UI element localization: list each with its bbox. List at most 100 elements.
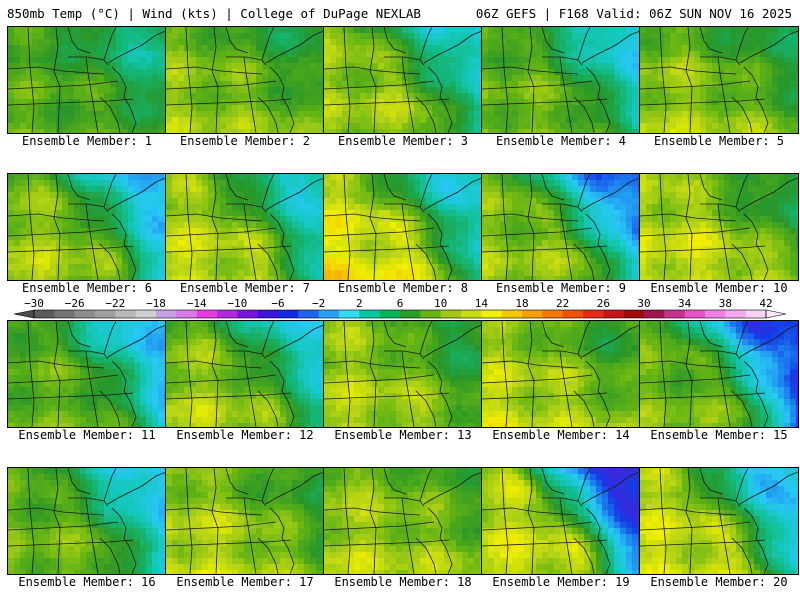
ensemble-member-label: Ensemble Member: 8 [337,281,469,295]
colorbar-swatch [135,310,157,318]
temperature-map [640,27,798,133]
colorbar-tick-label: 14 [475,298,489,310]
colorbar-max-arrow [765,309,787,319]
colorbar-swatch [522,310,543,318]
map-panel [481,173,641,281]
state-borders [8,468,166,574]
colorbar-tick-label: −30 [24,298,44,310]
temperature-map [324,321,482,427]
state-borders [640,321,798,427]
temperature-map [8,321,166,427]
colorbar-swatch [420,310,441,318]
state-borders [166,321,324,427]
temperature-map [8,27,166,133]
colorbar-swatch [339,310,360,318]
state-borders [8,174,166,280]
ensemble-member-label: Ensemble Member: 3 [337,134,469,148]
state-borders [8,27,166,133]
colorbar-swatch [359,310,380,318]
map-panel [165,467,325,575]
state-borders [482,174,640,280]
map-panel [323,467,483,575]
temperature-colorbar: −30 −26 −22 −18 −14 −10 −6 −2 2 6 10 14 18 22 26 30 34 38… [13,298,787,319]
state-borders [8,321,166,427]
colorbar-swatch [318,310,340,318]
colorbar-tick-label: −22 [105,298,125,310]
temperature-map [640,321,798,427]
colorbar-swatch [603,310,624,318]
colorbar-tick-label: −10 [227,298,247,310]
colorbar-swatch [583,310,604,318]
ensemble-member-label: Ensemble Member: 15 [650,428,788,442]
map-panel [639,320,799,428]
colorbar-tick-label: 30 [637,298,650,310]
colorbar-swatch [745,310,767,318]
colorbar-tick-label: −2 [312,298,325,310]
map-panel [165,26,325,134]
ensemble-member-label: Ensemble Member: 14 [492,428,630,442]
temperature-map [166,321,324,427]
colorbar-swatch [237,310,258,318]
ensemble-member-label: Ensemble Member: 7 [179,281,311,295]
temperature-map [482,27,640,133]
state-borders [324,468,482,574]
state-borders [324,174,482,280]
map-panel [639,26,799,134]
colorbar-swatch [684,310,706,318]
colorbar-swatch [379,310,401,318]
colorbar-swatch [664,310,685,318]
ensemble-member-label: Ensemble Member: 12 [176,428,314,442]
colorbar-swatch [400,310,421,318]
ensemble-member-label: Ensemble Member: 19 [492,575,630,589]
temperature-map [8,174,166,280]
ensemble-member-label: Ensemble Member: 20 [650,575,788,589]
state-borders [640,468,798,574]
colorbar-min-arrow [13,309,35,319]
colorbar-tick-label: −26 [65,298,85,310]
colorbar-swatch [257,310,279,318]
colorbar-swatch [115,310,136,318]
colorbar-swatch [156,310,177,318]
ensemble-member-label: Ensemble Member: 10 [650,281,788,295]
colorbar-tick-label: −14 [187,298,207,310]
colorbar-swatch [176,310,197,318]
colorbar-swatch [217,310,238,318]
map-panel [639,467,799,575]
map-panel [481,320,641,428]
map-panel [165,320,325,428]
colorbar-tick-label: 10 [434,298,447,310]
map-panel [7,26,167,134]
map-panel [323,173,483,281]
colorbar-swatch [481,310,502,318]
colorbar-tick-label: 42 [759,298,772,310]
state-borders [482,468,640,574]
temperature-map [324,27,482,133]
colorbar-swatch [95,310,116,318]
colorbar-swatch [623,310,645,318]
colorbar-tick-label: 6 [397,298,404,310]
temperature-map [8,468,166,574]
temperature-map [166,174,324,280]
map-panel [481,467,641,575]
state-borders [166,468,324,574]
valid-time: 06Z GEFS | F168 Valid: 06Z SUN NOV 16 20… [475,6,792,21]
ensemble-member-label: Ensemble Member: 11 [18,428,156,442]
temperature-map [166,468,324,574]
colorbar-swatch [705,310,726,318]
colorbar-swatch [298,310,319,318]
colorbar-swatch [725,310,746,318]
colorbar-tick-label: 34 [678,298,692,310]
colorbar-swatch [542,310,563,318]
ensemble-member-label: Ensemble Member: 1 [21,134,153,148]
colorbar-swatch [196,310,218,318]
state-borders [482,321,640,427]
colorbar-tick-label: −6 [271,298,284,310]
temperature-map [166,27,324,133]
temperature-map [324,174,482,280]
ensemble-member-label: Ensemble Member: 17 [176,575,314,589]
state-borders [324,27,482,133]
temperature-map [640,174,798,280]
state-borders [482,27,640,133]
ensemble-member-label: Ensemble Member: 6 [21,281,153,295]
map-panel [7,467,167,575]
